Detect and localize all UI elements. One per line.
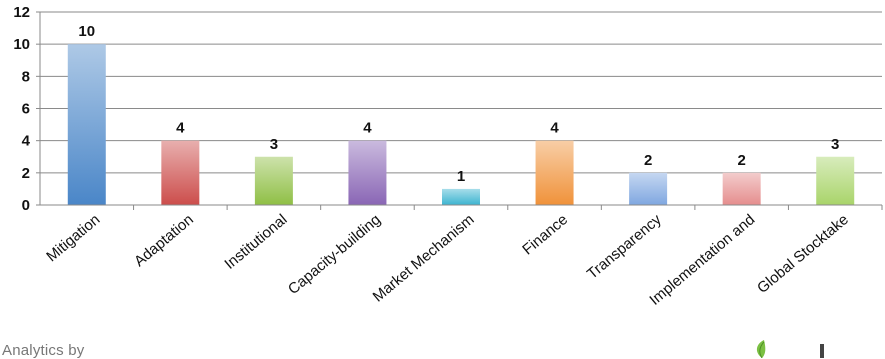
leaf-logo-icon bbox=[756, 340, 824, 358]
x-tick-label: Adaptation bbox=[131, 211, 197, 270]
data-label: 3 bbox=[270, 136, 278, 153]
x-tick-label: Market Mechanism bbox=[370, 211, 478, 305]
y-tick-label: 0 bbox=[22, 197, 30, 214]
y-tick-label: 10 bbox=[13, 36, 30, 53]
bar bbox=[816, 156, 855, 205]
x-axis: Mitigation Adaptation InstitutionalCapacit… bbox=[40, 204, 883, 309]
data-label: 2 bbox=[644, 152, 652, 169]
bar bbox=[348, 140, 387, 205]
y-tick-label: 4 bbox=[22, 133, 31, 150]
x-tick-label: Finance bbox=[519, 211, 571, 258]
y-tick-label: 6 bbox=[22, 101, 30, 118]
data-label: 3 bbox=[831, 136, 839, 153]
data-labels: 10 4 3 4 1 4 2 2 3 bbox=[78, 23, 839, 185]
data-label: 4 bbox=[550, 120, 559, 137]
y-tick-label: 2 bbox=[22, 165, 30, 182]
data-label: 2 bbox=[737, 152, 745, 169]
y-tick-label: 8 bbox=[22, 68, 30, 85]
bar bbox=[629, 172, 668, 205]
x-tick-label: Capacity-building bbox=[285, 211, 384, 298]
bar bbox=[67, 44, 106, 205]
x-tick-label: Global Stocktake bbox=[754, 211, 852, 297]
bar bbox=[722, 172, 761, 205]
footer-text: Analytics by bbox=[2, 342, 85, 359]
data-label: 1 bbox=[457, 168, 465, 185]
bar bbox=[535, 140, 574, 205]
x-tick-label: Implementation and bbox=[646, 211, 758, 309]
x-tick-label: Mitigation bbox=[43, 211, 103, 265]
bar bbox=[161, 140, 200, 205]
x-tick-label: Institutional bbox=[221, 211, 290, 273]
data-label: 10 bbox=[78, 23, 95, 40]
y-tick-label: 12 bbox=[13, 4, 30, 21]
bar bbox=[254, 156, 293, 205]
data-label: 4 bbox=[176, 120, 185, 137]
bars bbox=[67, 44, 855, 205]
bar bbox=[442, 188, 480, 205]
y-axis: 0 2 4 6 8 10 12 bbox=[13, 4, 41, 214]
x-tick-label: Transparency bbox=[584, 211, 665, 283]
data-label: 4 bbox=[363, 120, 372, 137]
